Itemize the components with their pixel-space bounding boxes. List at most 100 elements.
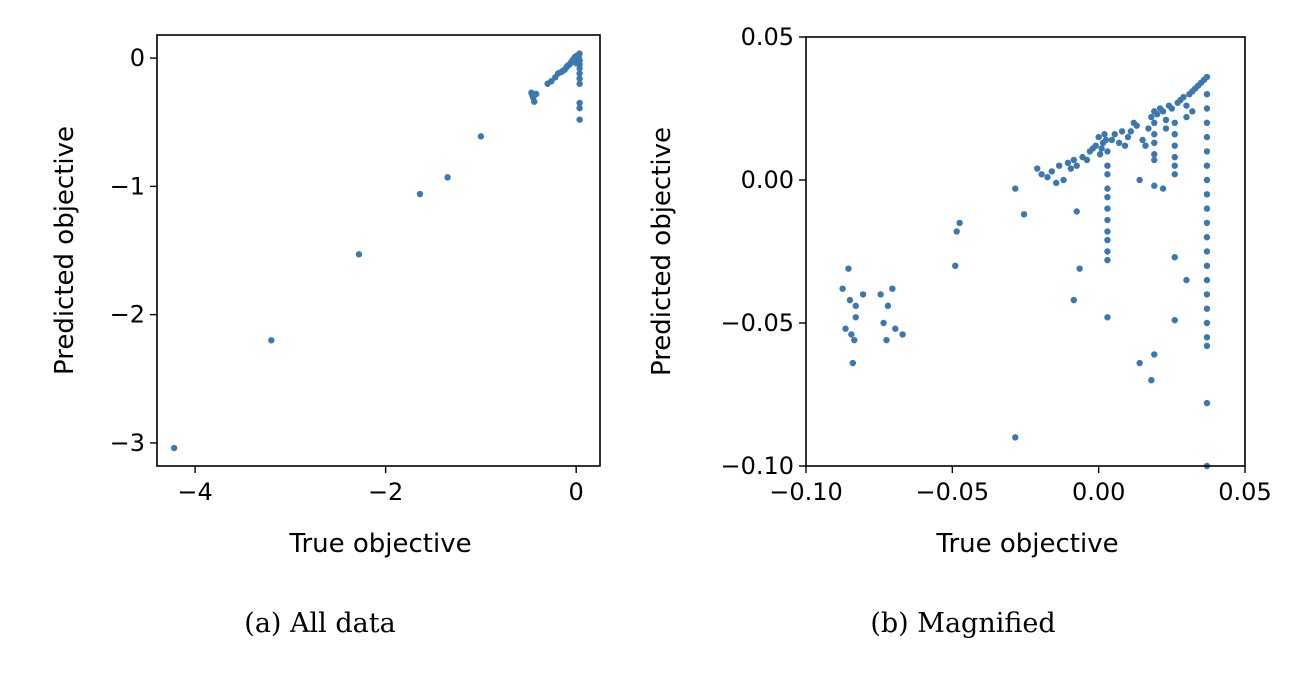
scatter-point [848, 331, 855, 338]
scatter-point [1070, 296, 1077, 304]
scatter-point [1124, 133, 1132, 141]
scatter-point [1203, 248, 1211, 255]
x-tick-label: −4 [177, 478, 212, 506]
scatter-point [1154, 111, 1161, 118]
scatter-point [1104, 256, 1111, 264]
scatter-point [852, 314, 859, 321]
scatter-point [416, 190, 424, 198]
scatter-point [1159, 108, 1167, 115]
scatter-point [1092, 142, 1099, 149]
scatter-point [1180, 93, 1187, 101]
scatter-point [839, 285, 846, 292]
scatter-point [859, 291, 867, 298]
scatter-point [852, 302, 859, 310]
scatter-point [1101, 131, 1108, 138]
axes-frame [156, 34, 601, 467]
scatter-point [1171, 171, 1178, 178]
scatter-point [877, 291, 884, 298]
scatter-point [892, 325, 899, 332]
scatter-point [1203, 133, 1211, 141]
scatter-point [268, 337, 275, 344]
scatter-point [1203, 73, 1211, 81]
scatter-point [1183, 113, 1190, 121]
scatter-point [1203, 276, 1211, 284]
scatter-point [1104, 216, 1111, 224]
y-tick-label: −1 [110, 172, 145, 200]
scatter-point [851, 336, 858, 344]
scatter-point [1104, 148, 1111, 155]
scatter-point [576, 70, 583, 77]
scatter-point [845, 265, 852, 272]
scatter-point [1142, 142, 1149, 149]
scatter-point [1083, 156, 1091, 164]
figure-caption: (b) Magnified [870, 608, 1055, 639]
x-tick-label: 0 [569, 478, 584, 506]
scatter-point [1067, 165, 1075, 172]
y-tick-label: −3 [110, 429, 145, 457]
scatter-point [1145, 125, 1152, 132]
scatter-point [1012, 434, 1019, 441]
scatter-point [355, 251, 363, 258]
scatter-point [1203, 305, 1211, 312]
scatter-point [576, 116, 583, 123]
scatter-point [1098, 145, 1105, 152]
x-tick-label: 0.05 [1218, 478, 1271, 506]
scatter-point [576, 65, 583, 72]
scatter-point [1020, 211, 1028, 218]
scatter-point [1104, 162, 1111, 169]
axes-frame [805, 36, 1246, 467]
scatter-point [1127, 128, 1135, 135]
scatter-point [1151, 119, 1158, 127]
scatter-point [1203, 334, 1211, 341]
scatter-point [883, 336, 890, 344]
scatter-point [1076, 265, 1083, 272]
scatter-point [1203, 176, 1211, 184]
y-tick-label: 0.00 [741, 166, 794, 194]
scatter-point [1060, 176, 1067, 184]
scatter-point [1064, 159, 1072, 167]
scatter-point [576, 75, 583, 82]
scatter-point [1095, 133, 1102, 141]
scatter-point [1171, 119, 1178, 127]
scatter-point [1203, 399, 1211, 407]
scatter-point [1148, 377, 1155, 384]
scatter-point [1133, 122, 1140, 129]
scatter-point [1034, 165, 1041, 172]
scatter-point [1038, 171, 1045, 178]
scatter-point [1203, 262, 1211, 269]
scatter-point [1171, 254, 1178, 261]
scatter-point [1203, 205, 1211, 212]
scatter-point [953, 228, 960, 235]
scatter-point [1171, 142, 1178, 149]
scatter-point [1104, 228, 1111, 235]
scatter-point [1111, 131, 1118, 138]
scatter-point [1136, 176, 1143, 184]
scatter-point [576, 80, 583, 87]
scatter-point [1183, 102, 1190, 109]
y-tick-label: −0.10 [720, 452, 794, 480]
scatter-point [1151, 156, 1158, 164]
scatter-point [1104, 248, 1111, 255]
scatter-point [1108, 136, 1116, 144]
scatter-point [1159, 185, 1167, 192]
scatter-points [839, 73, 1211, 470]
scatter-point [1104, 171, 1111, 178]
y-tick-label: 0.05 [741, 23, 794, 51]
scatter-point [1189, 108, 1196, 115]
y-tick-label: −0.05 [720, 309, 794, 337]
scatter-point [849, 359, 857, 367]
scatter-point [1171, 153, 1178, 161]
x-tick-label: −0.10 [769, 478, 843, 506]
scatter-point [1203, 148, 1211, 155]
scatter-point [1203, 319, 1211, 327]
scatter-point [1136, 359, 1143, 367]
scatter-point [1171, 162, 1178, 169]
scatter-point [1151, 131, 1158, 138]
scatter-point [1203, 191, 1211, 198]
scatter-point [956, 219, 963, 227]
scatter-point [1073, 208, 1080, 215]
scatter-point [1104, 185, 1111, 192]
scatter-point [880, 319, 887, 327]
x-tick-label: −0.05 [916, 478, 990, 506]
